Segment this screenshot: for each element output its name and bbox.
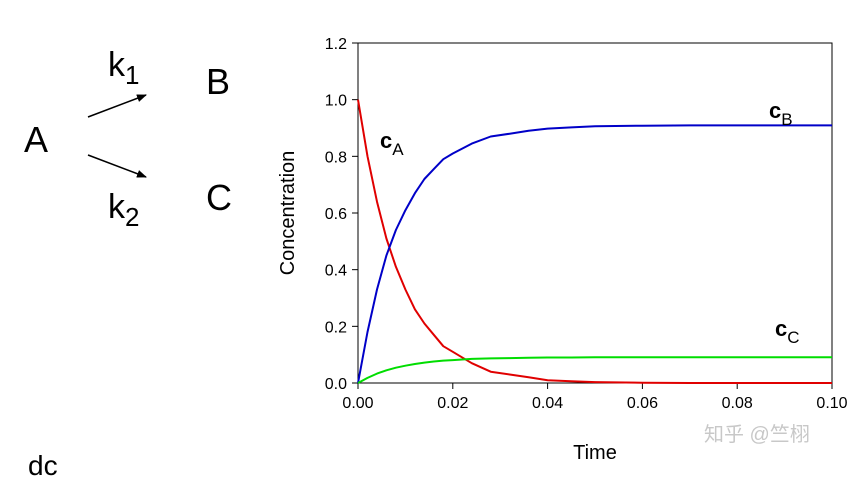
species-b: B	[206, 61, 231, 102]
y-tick-label: 0.2	[325, 319, 347, 336]
species-a: A	[24, 119, 49, 160]
x-axis-label: Time	[573, 442, 617, 464]
series-label-cB: cB	[769, 98, 793, 129]
rate-constant-k1: k1	[108, 46, 140, 90]
series-label-cA: cA	[380, 128, 404, 159]
y-tick-label: 1.0	[325, 93, 347, 110]
y-tick-label: 0.8	[325, 149, 347, 166]
series-line-cC	[357, 356, 832, 384]
y-tick-label: 0.4	[325, 263, 347, 280]
arrow-to-b-icon	[87, 94, 147, 118]
y-tick-label: 0.6	[325, 206, 347, 223]
reaction-arrows	[87, 94, 147, 178]
y-tick-label: 1.2	[325, 36, 347, 53]
series-label-sub: B	[781, 110, 792, 129]
watermark: 知乎 @竺栩	[704, 424, 810, 446]
y-tick-label: 0.0	[325, 376, 347, 393]
series-label-base: c	[775, 316, 787, 341]
series-label-cC: cC	[775, 316, 800, 347]
series-line-cB	[357, 124, 832, 384]
series-label-base: c	[769, 98, 781, 123]
x-tick-label: 0.04	[532, 395, 563, 412]
reaction-scheme: A B C k1 k2	[0, 0, 270, 466]
plot-frame	[357, 42, 833, 384]
arrow-to-c-icon	[87, 154, 147, 178]
x-tick-label: 0.00	[342, 395, 373, 412]
x-tick-label: 0.02	[437, 395, 468, 412]
series-label-sub: A	[392, 140, 404, 159]
concentration-chart: 0.00 0.02 0.04 0.06 0.08 0.10 0.0 0.2 0.4 0.6 0.8 1…	[277, 36, 848, 464]
x-tick-label: 0.10	[816, 395, 847, 412]
y-axis-label: Concentration	[277, 151, 299, 276]
species-c: C	[206, 177, 232, 218]
series-label-sub: C	[787, 328, 799, 347]
x-tick-label: 0.08	[722, 395, 753, 412]
series-label-base: c	[380, 128, 392, 153]
x-tick-label: 0.06	[627, 395, 658, 412]
series-line-cA	[357, 99, 832, 384]
rate-constant-k2: k2	[108, 188, 140, 232]
